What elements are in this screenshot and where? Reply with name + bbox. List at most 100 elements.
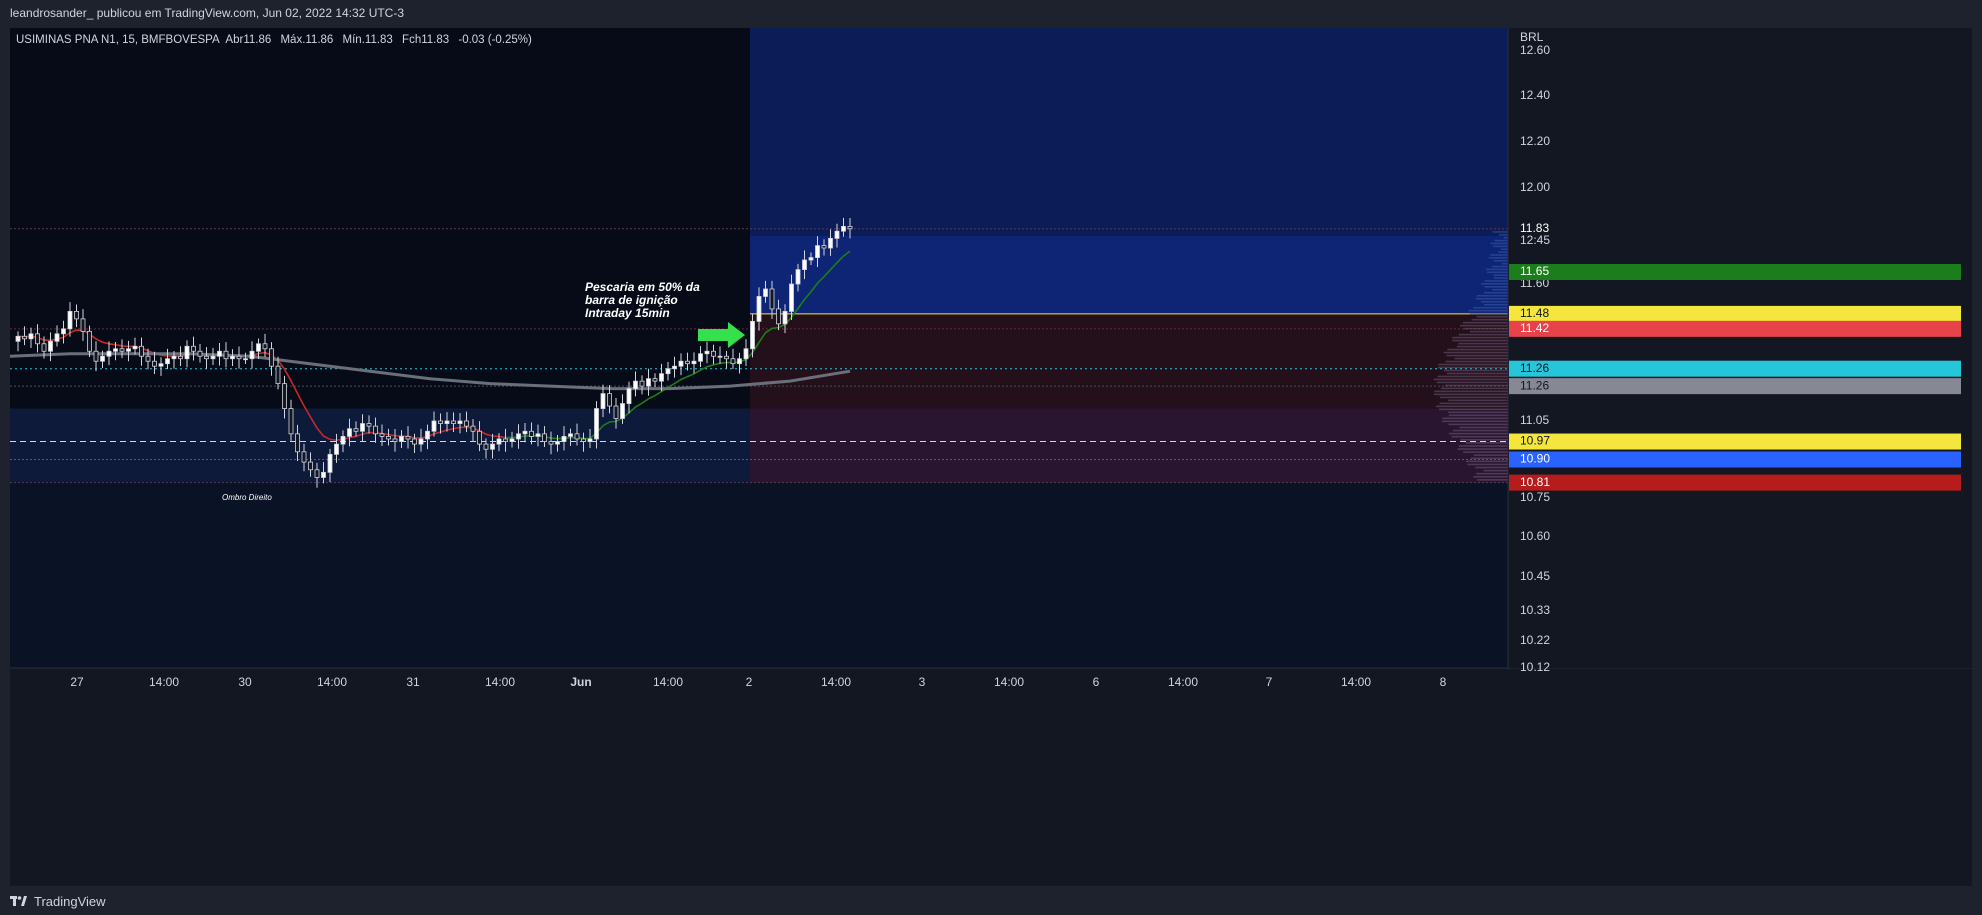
profile-bar xyxy=(1458,342,1508,345)
profile-bar xyxy=(1439,408,1508,411)
candle xyxy=(262,333,268,357)
horizontal-levels xyxy=(10,228,1508,484)
candle xyxy=(594,401,599,449)
symbol-legend: USIMINAS PNA N1, 15, BMFBOVESPA Abr11.86… xyxy=(16,34,532,46)
candle xyxy=(171,351,177,369)
candle-body xyxy=(353,428,359,432)
red-zone-dark xyxy=(750,313,1508,409)
blue-zone-bright xyxy=(750,236,1508,314)
change-value: -0.03 (-0.25%) xyxy=(458,34,532,46)
candle-body xyxy=(633,380,638,390)
candle-body xyxy=(834,230,840,239)
candle xyxy=(522,423,528,443)
profile-bar xyxy=(1438,363,1508,366)
candle-body xyxy=(503,438,508,442)
candle xyxy=(457,413,463,434)
profile-bar xyxy=(1468,309,1508,312)
candle-body xyxy=(509,438,515,442)
candle xyxy=(730,348,736,369)
profile-bar xyxy=(1476,294,1508,297)
candle-body xyxy=(535,433,541,437)
candle-body xyxy=(464,420,469,427)
candle-body xyxy=(782,310,788,325)
candle xyxy=(405,426,411,449)
candle xyxy=(711,344,716,365)
candle-body xyxy=(191,345,196,352)
candle-body xyxy=(483,443,489,450)
candle xyxy=(230,349,235,367)
candle-body xyxy=(496,438,502,445)
candle xyxy=(67,302,73,337)
candle xyxy=(327,448,333,483)
candle xyxy=(418,428,424,452)
candle xyxy=(119,339,125,359)
candle xyxy=(704,341,710,364)
candle-body xyxy=(87,330,92,352)
annotation-ombro-direito: Ombro Direito xyxy=(222,493,272,502)
candle-body xyxy=(405,435,411,440)
x-tick-label: 30 xyxy=(238,675,252,689)
candle xyxy=(568,428,573,446)
candle-body xyxy=(269,348,274,367)
candle-body xyxy=(743,348,749,360)
y-tick-label: 10.60 xyxy=(1520,529,1550,543)
candle xyxy=(178,346,183,367)
profile-bar xyxy=(1454,357,1508,360)
chart-area[interactable]: Pescaria em 50% da barra de ignição Intrad… xyxy=(10,28,1972,886)
candle-body xyxy=(587,438,593,442)
price-marker xyxy=(1509,232,1961,249)
candle-body xyxy=(119,348,125,352)
candle-body xyxy=(282,383,287,409)
candle-body xyxy=(425,430,430,440)
profile-bar xyxy=(1460,324,1508,327)
candle xyxy=(776,299,781,331)
profile-bar xyxy=(1501,248,1508,251)
candle xyxy=(535,424,541,447)
profile-bar xyxy=(1441,387,1508,390)
close-value: 11.83 xyxy=(421,34,450,46)
profile-bar xyxy=(1437,366,1508,369)
candle-body xyxy=(821,245,827,249)
profile-bar xyxy=(1448,411,1508,414)
candle xyxy=(574,423,580,446)
candle xyxy=(41,336,47,359)
profile-bar xyxy=(1483,469,1508,472)
candle-body xyxy=(678,360,684,367)
candle-body xyxy=(74,310,79,320)
candle xyxy=(54,325,60,347)
profile-bar xyxy=(1498,251,1508,253)
brand-name: TradingView xyxy=(34,893,106,909)
candle xyxy=(665,361,671,381)
candle xyxy=(815,236,820,267)
footer-brand[interactable]: TradingView xyxy=(10,889,106,913)
dark-zone xyxy=(10,28,750,409)
candle xyxy=(236,346,242,369)
candle-body xyxy=(256,343,261,352)
candle-body xyxy=(438,420,443,424)
candle-body xyxy=(659,373,664,382)
candle xyxy=(321,462,326,484)
candle xyxy=(412,433,417,453)
profile-bar xyxy=(1445,384,1508,387)
candle-body xyxy=(815,245,820,259)
candle xyxy=(74,304,79,328)
profile-bar xyxy=(1463,451,1508,453)
ema-fast-red xyxy=(17,329,506,442)
profile-bar xyxy=(1486,271,1508,274)
candle-body xyxy=(139,345,144,357)
candle-body xyxy=(685,360,690,365)
profile-bar xyxy=(1475,297,1508,300)
candle-body xyxy=(301,451,307,463)
candle-body xyxy=(568,433,573,437)
candle xyxy=(516,424,521,449)
x-tick-label: 14:00 xyxy=(1341,675,1371,689)
profile-bar xyxy=(1469,312,1508,315)
candle xyxy=(308,452,313,477)
candle xyxy=(275,356,281,390)
price-marker-label: 11.42 xyxy=(1520,321,1549,335)
candle xyxy=(191,336,196,361)
candle xyxy=(295,424,300,462)
profile-bar xyxy=(1493,259,1508,262)
profile-bar xyxy=(1484,303,1508,306)
